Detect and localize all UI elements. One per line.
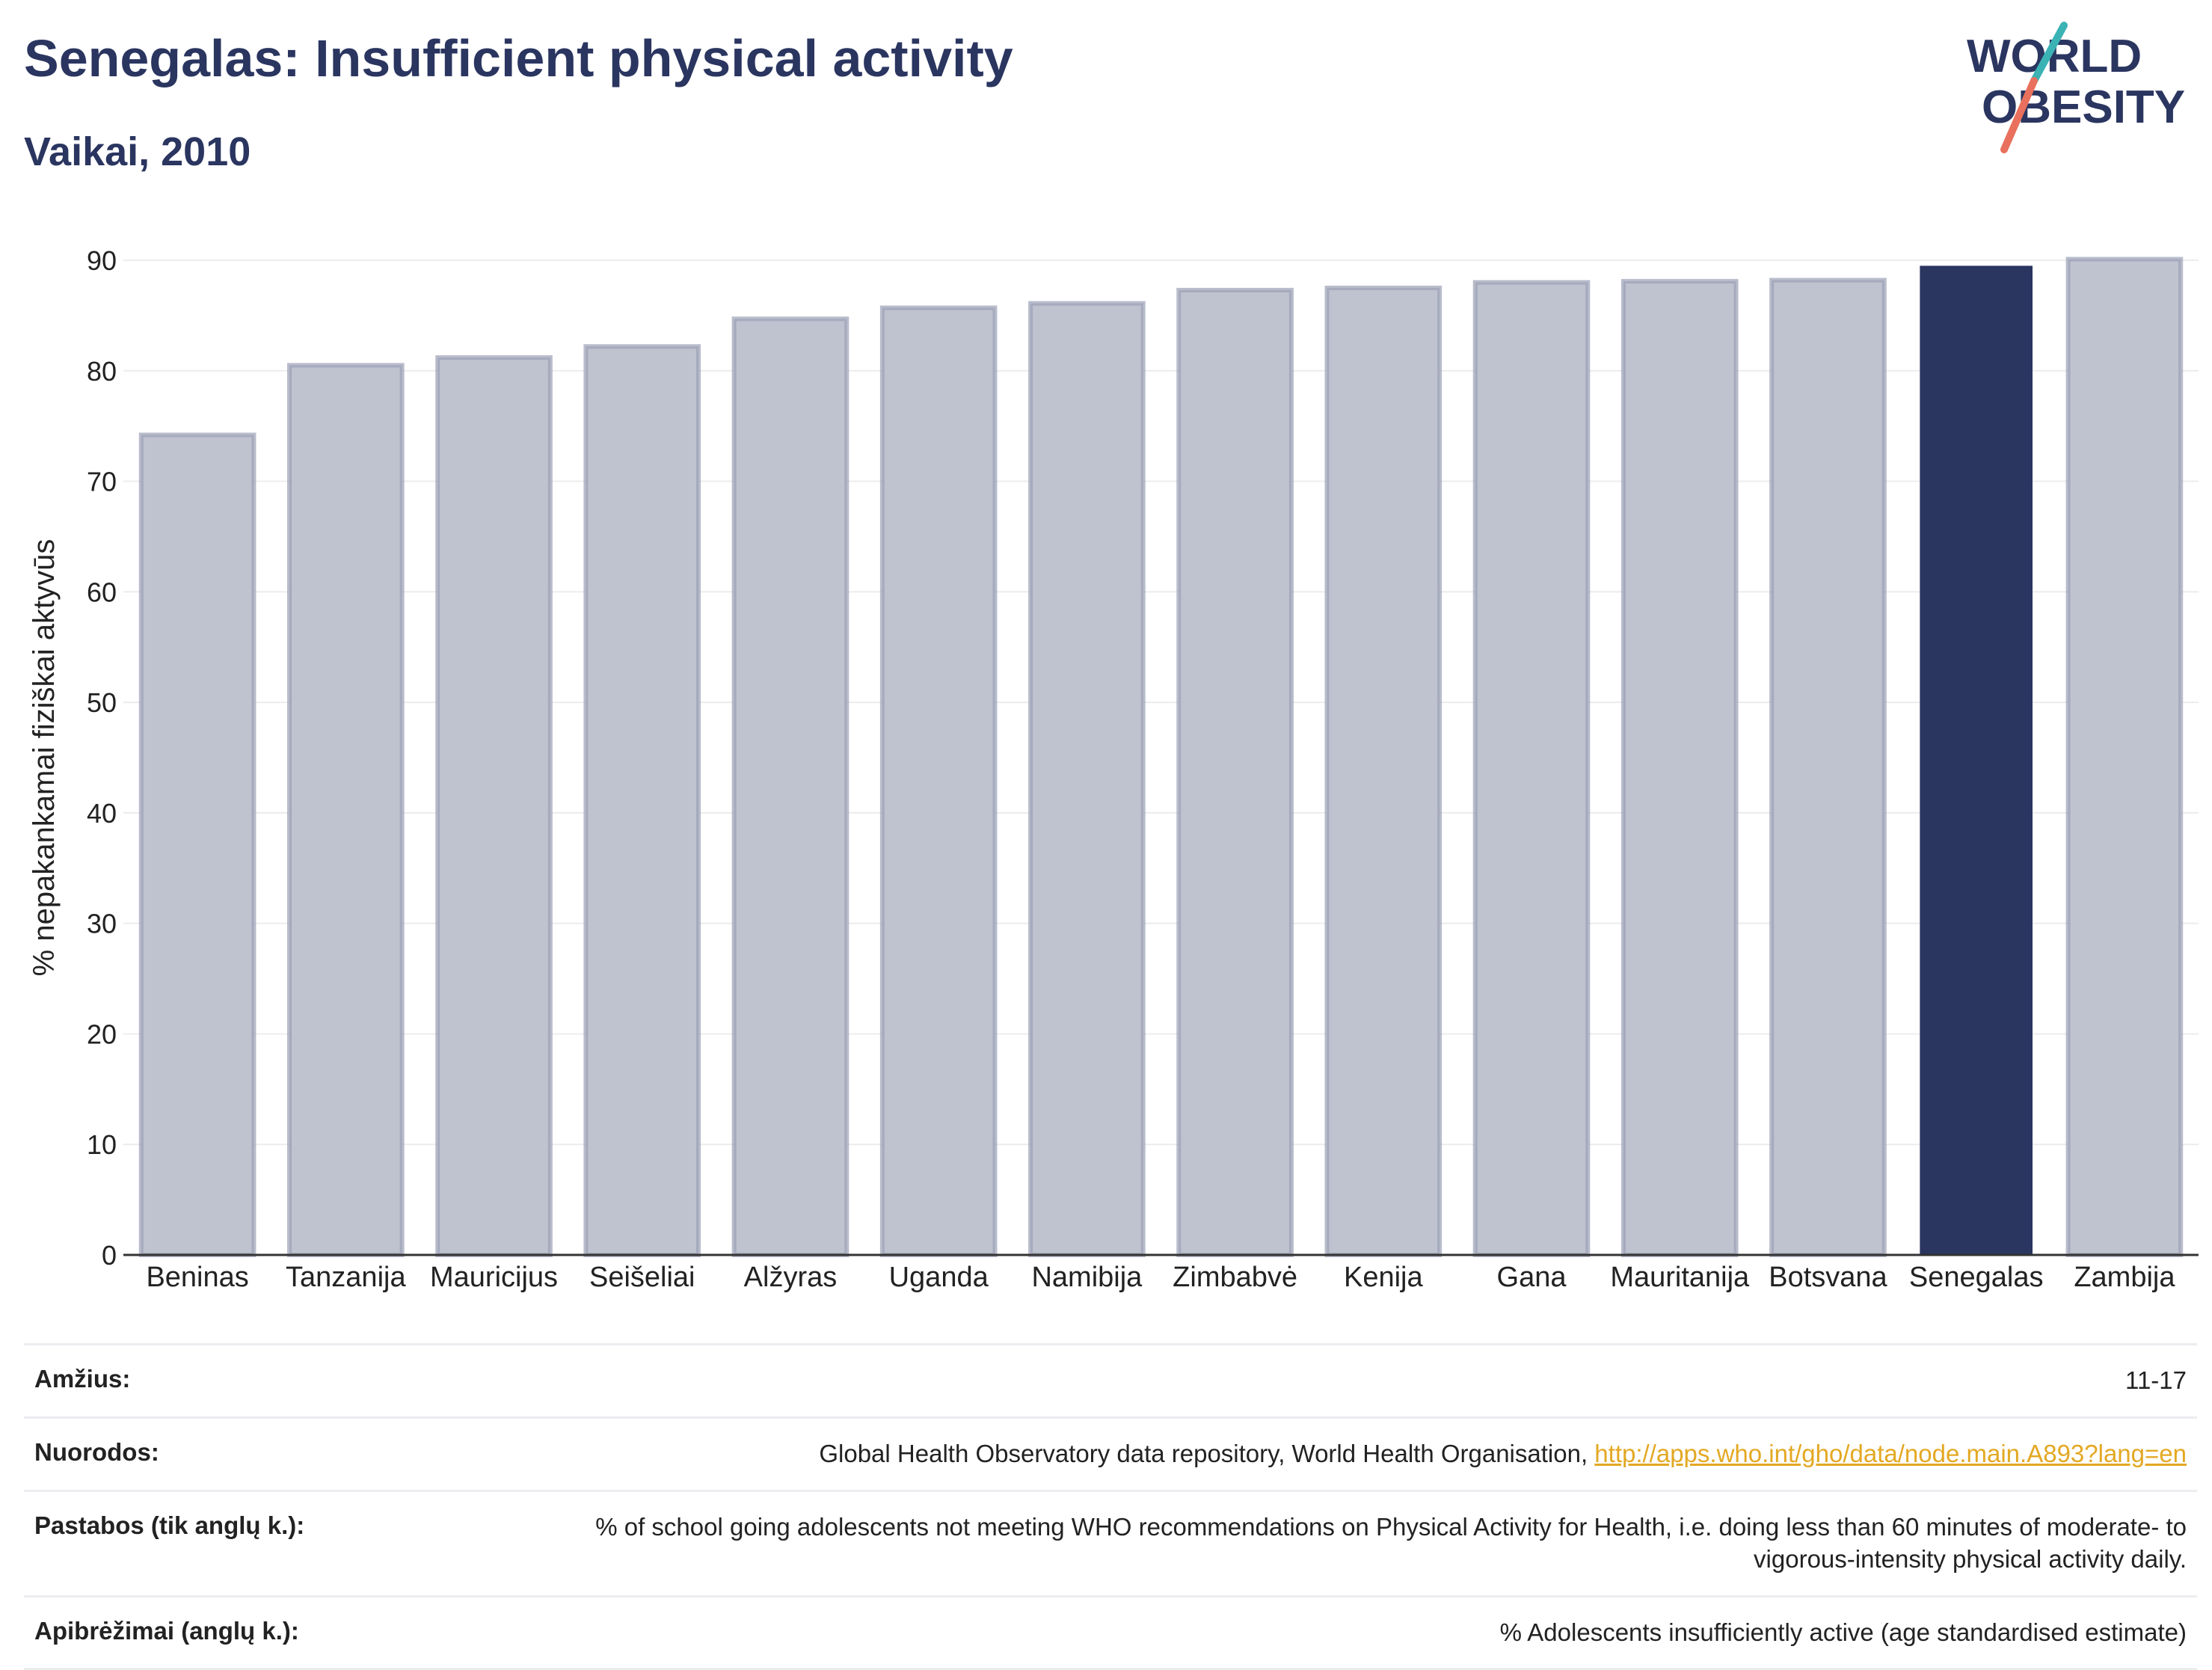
bar-seišeliai <box>583 344 701 1257</box>
chart-bars <box>138 257 2184 1258</box>
bar-alžyras <box>731 316 850 1257</box>
y-tick-label: 20 <box>87 1019 117 1049</box>
y-tick-label: 80 <box>87 356 117 387</box>
y-tick-label: 60 <box>87 577 117 607</box>
x-tick-label: Namibija <box>1031 1262 1143 1293</box>
y-tick-label: 50 <box>87 687 117 718</box>
x-tick-label: Mauricijus <box>430 1262 558 1293</box>
info-value-text: Global Health Observatory data repositor… <box>819 1439 1595 1467</box>
info-value-text: 11-17 <box>2125 1366 2187 1394</box>
x-tick-label: Zambija <box>2074 1262 2175 1293</box>
x-tick-label: Botsvana <box>1769 1262 1887 1293</box>
page-subtitle: Vaikai, 2010 <box>24 129 251 174</box>
info-key: Nuorodos: <box>24 1416 494 1492</box>
x-tick-label: Uganda <box>889 1262 989 1293</box>
world-obesity-logo: WORLD OBESITY <box>1967 22 2185 153</box>
info-row: Pastabos (tik anglų k.): % of school goin… <box>24 1489 2197 1597</box>
info-row: Amžius: 11-17 <box>24 1343 2197 1419</box>
x-axis-ticks: Beninas Tanzanija Mauricijus Seišeliai Alžyr… <box>146 1262 2175 1293</box>
y-tick-label: 0 <box>102 1240 117 1271</box>
bar-chart: 0 10 20 30 40 50 60 70 80 90 Beninas Tanzanija Maur… <box>28 245 2199 1293</box>
y-tick-label: 70 <box>87 467 117 497</box>
info-table: Amžius: 11-17 Nuorodos: Global Health Obser… <box>24 1343 2197 1670</box>
y-axis-ticks: 0 10 20 30 40 50 60 70 80 90 <box>87 245 117 1271</box>
info-row: Apibrėžimai (anglų k.): % Adolescents ins… <box>24 1594 2197 1670</box>
bar-zambija <box>2065 257 2184 1257</box>
logo-slash-teal <box>2030 22 2068 85</box>
chart-grid <box>123 260 2199 1256</box>
info-key: Apibrėžimai (anglų k.): <box>24 1594 494 1670</box>
logo-slash-coral <box>2000 77 2038 153</box>
bar-beninas <box>138 432 256 1257</box>
bar-mauritanija <box>1620 279 1739 1258</box>
x-tick-label: Kenija <box>1344 1262 1423 1293</box>
x-tick-label: Gana <box>1497 1262 1567 1293</box>
y-axis-label: % nepakankamai fiziškai aktyvūs <box>28 539 61 977</box>
bar-senegalas <box>1920 265 2033 1255</box>
x-tick-label: Senegalas <box>1909 1262 2044 1293</box>
bar-gana <box>1472 280 1591 1257</box>
x-tick-label: Mauritanija <box>1610 1262 1750 1293</box>
info-row: Nuorodos: Global Health Observatory data … <box>24 1416 2197 1492</box>
bar-uganda <box>879 305 998 1257</box>
info-value: 11-17 <box>494 1343 2197 1419</box>
bar-mauricijus <box>435 355 553 1257</box>
x-tick-label: Tanzanija <box>286 1262 406 1293</box>
bar-zimbabvė <box>1176 287 1294 1257</box>
x-tick-label: Zimbabvė <box>1173 1262 1297 1293</box>
x-tick-label: Alžyras <box>744 1262 838 1293</box>
info-value-text: % of school going adolescents not meetin… <box>595 1512 2187 1573</box>
page-title: Senegalas: Insufficient physical activit… <box>24 29 1013 88</box>
x-tick-label: Beninas <box>146 1262 248 1293</box>
bar-botsvana <box>1769 277 1887 1258</box>
info-key: Pastabos (tik anglų k.): <box>24 1489 494 1597</box>
y-tick-label: 10 <box>87 1129 117 1160</box>
y-tick-label: 90 <box>87 245 117 276</box>
y-tick-label: 40 <box>87 798 117 829</box>
bar-tanzanija <box>287 363 405 1257</box>
bar-namibija <box>1028 301 1146 1258</box>
info-key: Amžius: <box>24 1343 494 1419</box>
info-value: Global Health Observatory data repositor… <box>494 1416 2197 1492</box>
info-value-text: % Adolescents insufficiently active (age… <box>1499 1618 2187 1646</box>
info-value: % of school going adolescents not meetin… <box>494 1489 2197 1597</box>
x-tick-label: Seišeliai <box>589 1262 695 1293</box>
y-tick-label: 30 <box>87 909 117 939</box>
source-link[interactable]: http://apps.who.int/gho/data/node.main.A… <box>1594 1439 2187 1467</box>
bar-kenija <box>1324 285 1443 1257</box>
info-value: % Adolescents insufficiently active (age… <box>494 1594 2197 1670</box>
